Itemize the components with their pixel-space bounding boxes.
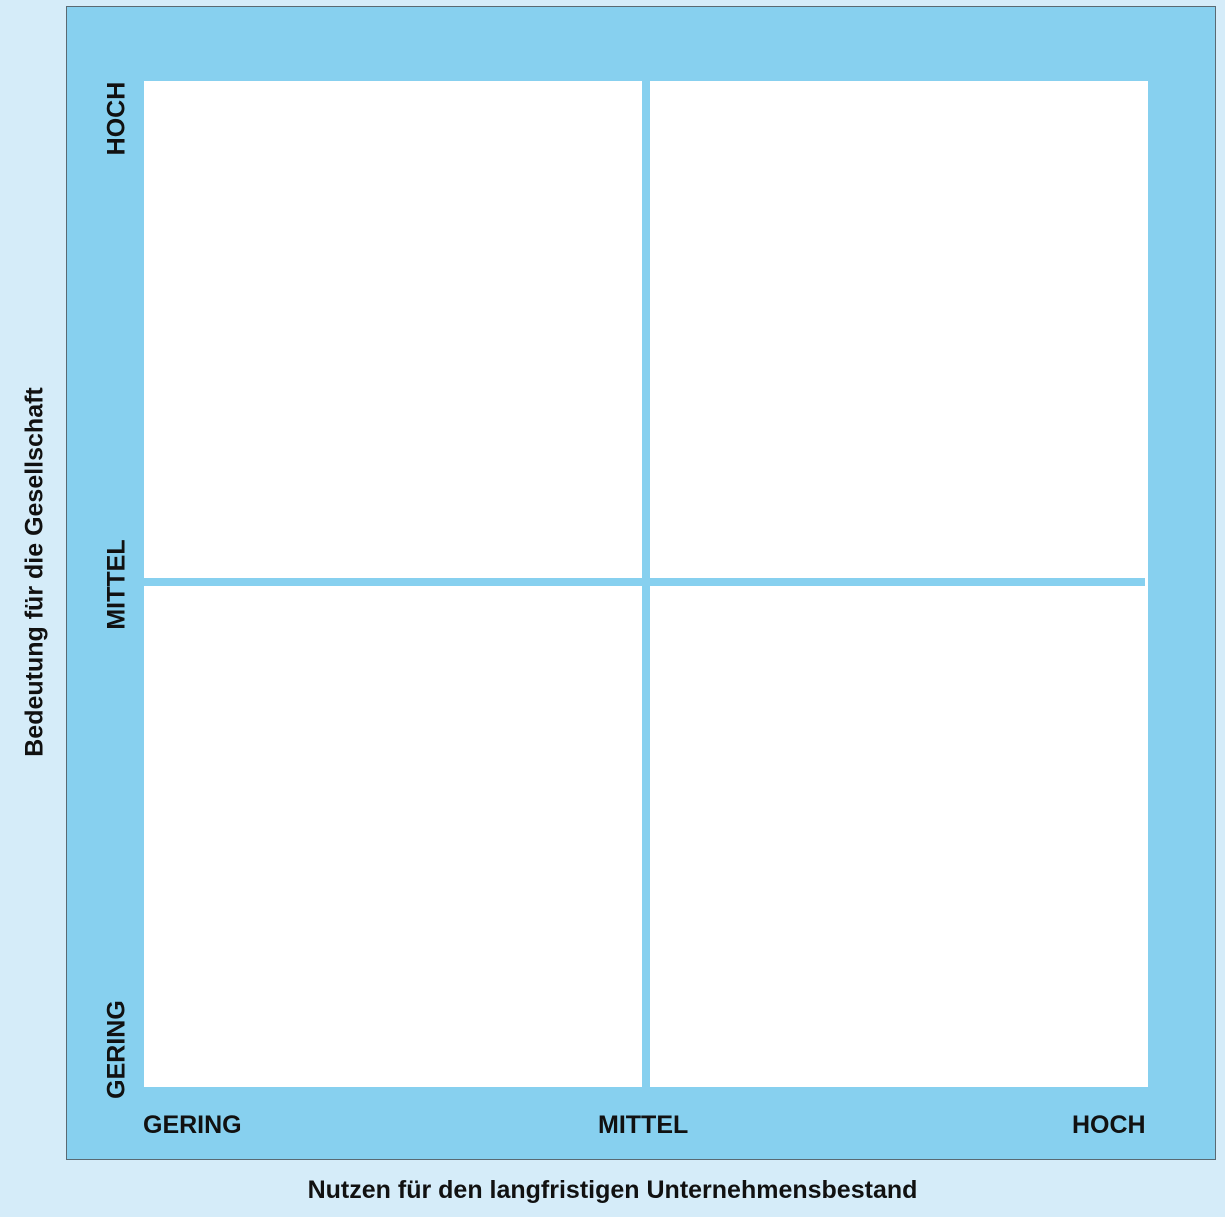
y-tick-mittel: MITTEL (102, 539, 131, 630)
x-tick-gering: GERING (143, 1111, 242, 1139)
y-tick-hoch: HOCH (102, 81, 131, 156)
x-axis-label: Nutzen für den langfristigen Unternehmen… (307, 1176, 918, 1204)
x-tick-hoch: HOCH (1072, 1111, 1146, 1139)
horizontal-divider (144, 578, 1145, 586)
x-tick-mittel: MITTEL (598, 1111, 689, 1139)
y-tick-gering: GERING (102, 1000, 131, 1099)
y-axis-label: Bedeutung für die Gesellschaft (20, 387, 49, 757)
